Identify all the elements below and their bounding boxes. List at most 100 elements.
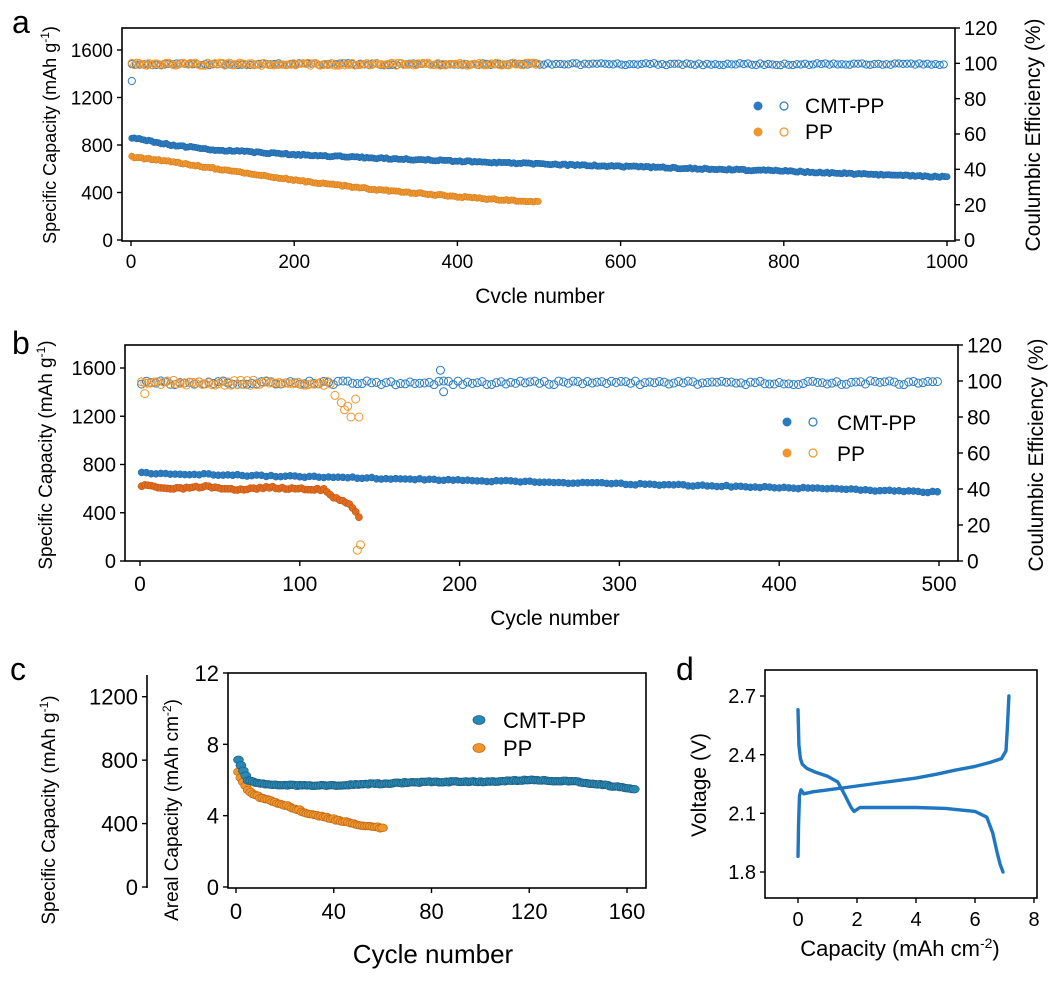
cmt-pp-ce-point [686, 60, 695, 69]
panel-d-y-label: Voltage (V) [688, 733, 711, 837]
cmt-pp-ce-point [458, 380, 468, 390]
cmt-pp-ce-point [719, 60, 728, 70]
x-tick-label: 80 [419, 899, 443, 924]
pp-ce-point [348, 58, 357, 68]
cmt-pp-ce-point [894, 379, 904, 389]
cmt-pp-ce-point [809, 60, 818, 69]
cmt-pp-ce-point [600, 59, 610, 68]
y-tick-label: 120 [967, 335, 1002, 358]
cmt-pp-ce-point [127, 76, 136, 86]
cmt-pp-ce-point [880, 377, 890, 387]
cmt-pp-ce-point [779, 379, 789, 389]
cmt-pp-ce-point [487, 379, 497, 389]
cmt-pp-ce-point [352, 379, 362, 389]
cmt-pp-ce-point [613, 59, 622, 68]
y-tick-label: 8 [207, 732, 219, 757]
cmt-pp-ce-point [448, 380, 458, 390]
legend-pp-open-marker [808, 448, 818, 458]
x-tick-label: 0 [126, 252, 137, 273]
cmt-pp-ce-point [439, 376, 449, 386]
panel-c-x-ticks: 0 40 80 120 160 [230, 888, 645, 924]
cmt-pp-ce-point [841, 379, 851, 389]
legend-cmt-open-marker [808, 417, 818, 427]
cmt-pp-ce-point [609, 60, 618, 69]
pp-ce-point [216, 377, 226, 387]
cmt-pp-ce-point [556, 59, 565, 69]
cmt-pp-ce-point [669, 378, 679, 388]
pp-ce-point [351, 394, 361, 404]
cmt-pp-ce-point [525, 377, 535, 387]
x-tick-label: 1000 [926, 252, 968, 273]
cmt-pp-ce-point [882, 60, 891, 69]
cmt-pp-ce-point [723, 59, 732, 68]
cmt-pp-ce-point [803, 376, 813, 386]
cmt-pp-ce-point [218, 376, 228, 386]
cmt-pp-ce-point [568, 59, 577, 68]
pp-ce-point [308, 59, 318, 68]
x-tick-label: 600 [605, 252, 637, 273]
pp-ce-point [411, 61, 420, 70]
pp-ce-point [300, 380, 310, 390]
y-tick-label: 400 [81, 183, 113, 204]
cmt-pp-ce-point [584, 60, 593, 69]
x-tick-label: 0 [792, 909, 803, 931]
cmt-pp-ce-point [453, 376, 463, 386]
cmt-pp-ce-point [564, 60, 573, 69]
cmt-pp-ce-point [923, 59, 932, 68]
cmt-pp-ce-point [654, 60, 663, 69]
cmt-pp-ce-point [678, 378, 688, 388]
cmt-pp-ce-point [915, 59, 924, 68]
panel-a-label: a [12, 4, 30, 40]
pp-ce-point [346, 412, 356, 422]
pp-ce-point [328, 59, 337, 68]
cmt-pp-ce-point [386, 377, 396, 387]
panel-b-y-label-left-end: ) [36, 340, 57, 346]
pp-ce-point [433, 59, 442, 68]
panel-a-left-y-ticks: 0 400 800 1200 1600 [71, 41, 122, 252]
cmt-pp-ce-point [543, 59, 553, 68]
cmt-pp-ce-point [645, 377, 655, 387]
y-tick-label: 1200 [72, 406, 117, 428]
cmt-pp-ce-point [890, 59, 899, 68]
legend-pp-label: PP [837, 443, 865, 466]
cmt-pp-ce-point [597, 377, 607, 387]
cmt-pp-ce-point [837, 379, 847, 389]
y-tick-label: 100 [964, 54, 997, 76]
cmt-pp-ce-point [726, 377, 736, 387]
cmt-pp-ce-point [439, 387, 449, 397]
cmt-pp-ce-point [743, 59, 752, 68]
cmt-pp-ce-point [784, 379, 794, 389]
panel-a-y-label-left-sup: -1 [38, 32, 52, 43]
panel-b-label: b [12, 325, 30, 361]
cmt-pp-ce-point [580, 59, 589, 68]
panel-d-x-label: Capacity (mAh cm-2) [800, 935, 1000, 961]
pp-ce-point [271, 378, 281, 388]
cmt-pp-ce-point [290, 60, 300, 69]
y-tick-label: 2.4 [728, 745, 756, 767]
cmt-pp-ce-point [760, 379, 770, 389]
y-tick-label: 800 [83, 455, 116, 477]
cmt-pp-ce-point [707, 377, 717, 387]
cmt-pp-ce-point [635, 380, 645, 390]
pp-ce-point [529, 58, 538, 67]
cmt-pp-ce-point [144, 60, 153, 69]
cmt-pp-ce-point [429, 380, 439, 390]
pp-ce-point [480, 61, 489, 70]
pp-ce-point [322, 377, 332, 387]
panel-c-areal-y-ticks: 0 4 8 12 [195, 661, 228, 900]
cmt-pp-ce-point [233, 61, 242, 70]
cmt-pp-ce-point [727, 60, 736, 69]
cmt-pp-ce-point [357, 379, 367, 389]
cmt-pp-ce-point [875, 377, 885, 387]
pp-ce-point [181, 380, 191, 390]
cmt-pp-ce-point [841, 60, 850, 69]
cmt-pp-ce-point [419, 378, 429, 388]
cmt-pp-ce-point [443, 376, 453, 386]
x-tick-label: 4 [910, 909, 921, 931]
cmt-pp-ce-point [515, 376, 525, 386]
cmt-pp-areal-point [628, 785, 640, 794]
cmt-pp-ce-point [539, 376, 549, 386]
cmt-pp-ce-point [626, 378, 636, 388]
y-tick-label: 0 [126, 875, 138, 900]
pp-ce-point [502, 61, 511, 70]
